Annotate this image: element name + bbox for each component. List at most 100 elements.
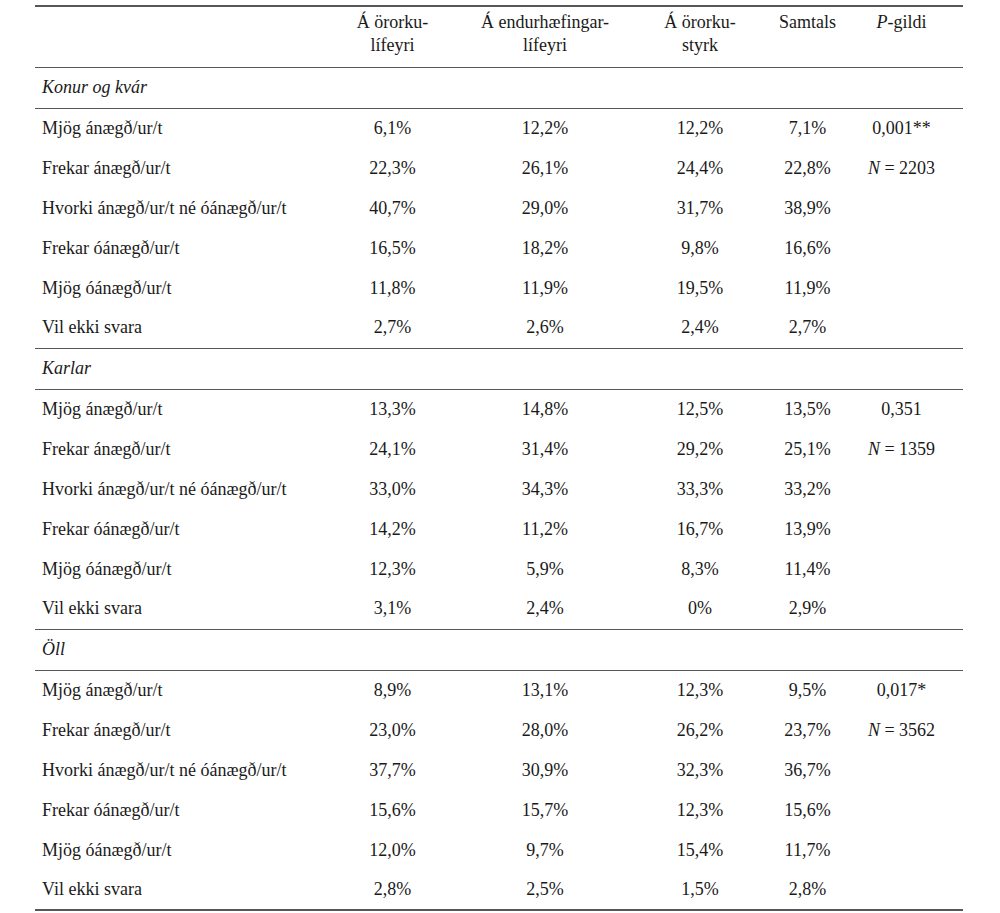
empty-stat-cell xyxy=(840,188,963,228)
value-cell: 38,9% xyxy=(775,188,840,228)
value-cell: 15,6% xyxy=(320,790,465,830)
value-cell: 26,2% xyxy=(625,710,775,750)
value-cell: 15,6% xyxy=(775,790,840,830)
value-cell: 2,7% xyxy=(775,308,840,348)
table-row: Mjög óánægð/ur/t12,0%9,7%15,4%11,7% xyxy=(35,830,963,870)
value-cell: 28,0% xyxy=(465,710,625,750)
value-cell: 12,3% xyxy=(320,549,465,589)
value-cell: 33,0% xyxy=(320,469,465,509)
value-cell: 11,9% xyxy=(775,268,840,308)
row-label: Frekar óánægð/ur/t xyxy=(35,228,320,268)
value-cell: 6,1% xyxy=(320,108,465,148)
n-rest: = 3562 xyxy=(880,720,935,740)
value-cell: 29,0% xyxy=(465,188,625,228)
value-cell: 22,8% xyxy=(775,148,840,188)
n-italic: N xyxy=(868,158,880,178)
value-cell: 33,2% xyxy=(775,469,840,509)
value-cell: 23,0% xyxy=(320,710,465,750)
empty-stat-cell xyxy=(840,509,963,549)
empty-stat-cell xyxy=(840,790,963,830)
section-header-row: Konur og kvár xyxy=(35,67,963,108)
row-label: Mjög ánægð/ur/t xyxy=(35,389,320,429)
table-row: Mjög ánægð/ur/t8,9%13,1%12,3%9,5%0,017* xyxy=(35,670,963,710)
value-cell: 18,2% xyxy=(465,228,625,268)
table-row: Frekar óánægð/ur/t14,2%11,2%16,7%13,9% xyxy=(35,509,963,549)
empty-stat-cell xyxy=(840,589,963,629)
value-cell: 31,4% xyxy=(465,429,625,469)
value-cell: 36,7% xyxy=(775,750,840,790)
empty-stat-cell xyxy=(840,870,963,910)
empty-stat-cell xyxy=(840,268,963,308)
row-label: Frekar óánægð/ur/t xyxy=(35,790,320,830)
p-value: 0,017* xyxy=(840,670,963,710)
value-cell: 2,4% xyxy=(625,308,775,348)
p-value: 0,351 xyxy=(840,389,963,429)
p-header-italic: P xyxy=(877,12,888,32)
value-cell: 19,5% xyxy=(625,268,775,308)
value-cell: 2,4% xyxy=(465,589,625,629)
column-header-samtals: Samtals xyxy=(775,6,840,67)
value-cell: 16,5% xyxy=(320,228,465,268)
value-cell: 15,4% xyxy=(625,830,775,870)
value-cell: 8,3% xyxy=(625,549,775,589)
value-cell: 29,2% xyxy=(625,429,775,469)
value-cell: 2,8% xyxy=(775,870,840,910)
table-row: Frekar ánægð/ur/t22,3%26,1%24,4%22,8%N =… xyxy=(35,148,963,188)
n-italic: N xyxy=(868,439,880,459)
empty-stat-cell xyxy=(840,750,963,790)
value-cell: 7,1% xyxy=(775,108,840,148)
value-cell: 25,1% xyxy=(775,429,840,469)
value-cell: 14,2% xyxy=(320,509,465,549)
empty-stat-cell xyxy=(840,549,963,589)
satisfaction-statistics-table: Á örorku- lífeyri Á endurhæfingar- lífey… xyxy=(35,5,963,911)
value-cell: 2,5% xyxy=(465,870,625,910)
empty-stat-cell xyxy=(840,469,963,509)
value-cell: 12,2% xyxy=(625,108,775,148)
row-label: Frekar ánægð/ur/t xyxy=(35,710,320,750)
value-cell: 34,3% xyxy=(465,469,625,509)
empty-stat-cell xyxy=(840,830,963,870)
value-cell: 2,8% xyxy=(320,870,465,910)
value-cell: 2,9% xyxy=(775,589,840,629)
empty-stat-cell xyxy=(840,228,963,268)
table-row: Hvorki ánægð/ur/t né óánægð/ur/t37,7%30,… xyxy=(35,750,963,790)
row-label: Vil ekki svara xyxy=(35,308,320,348)
row-label: Vil ekki svara xyxy=(35,870,320,910)
column-header-ororkustyrk: Á örorku- styrk xyxy=(625,6,775,67)
row-label: Frekar óánægð/ur/t xyxy=(35,509,320,549)
value-cell: 12,0% xyxy=(320,830,465,870)
value-cell: 9,5% xyxy=(775,670,840,710)
value-cell: 0% xyxy=(625,589,775,629)
value-cell: 11,7% xyxy=(775,830,840,870)
value-cell: 2,6% xyxy=(465,308,625,348)
value-cell: 31,7% xyxy=(625,188,775,228)
value-cell: 16,6% xyxy=(775,228,840,268)
table-row: Frekar óánægð/ur/t16,5%18,2%9,8%16,6% xyxy=(35,228,963,268)
table-row: Vil ekki svara2,8%2,5%1,5%2,8% xyxy=(35,870,963,910)
row-label-column-header xyxy=(35,6,320,67)
value-cell: 2,7% xyxy=(320,308,465,348)
value-cell: 12,3% xyxy=(625,670,775,710)
value-cell: 37,7% xyxy=(320,750,465,790)
table-row: Hvorki ánægð/ur/t né óánægð/ur/t40,7%29,… xyxy=(35,188,963,228)
row-label: Hvorki ánægð/ur/t né óánægð/ur/t xyxy=(35,188,320,228)
column-header-endurhaefingarlifeyri: Á endurhæfingar- lífeyri xyxy=(465,6,625,67)
value-cell: 22,3% xyxy=(320,148,465,188)
sample-size: N = 2203 xyxy=(840,148,963,188)
value-cell: 13,1% xyxy=(465,670,625,710)
section-title: Öll xyxy=(35,629,963,670)
section-header-row: Öll xyxy=(35,629,963,670)
value-cell: 12,3% xyxy=(625,790,775,830)
table-row: Vil ekki svara3,1%2,4%0%2,9% xyxy=(35,589,963,629)
p-value: 0,001** xyxy=(840,108,963,148)
section-title: Karlar xyxy=(35,348,963,389)
value-cell: 12,5% xyxy=(625,389,775,429)
value-cell: 9,8% xyxy=(625,228,775,268)
value-cell: 13,9% xyxy=(775,509,840,549)
value-cell: 11,8% xyxy=(320,268,465,308)
section-title: Konur og kvár xyxy=(35,67,963,108)
row-label: Hvorki ánægð/ur/t né óánægð/ur/t xyxy=(35,750,320,790)
n-rest: = 2203 xyxy=(880,158,935,178)
row-label: Mjög ánægð/ur/t xyxy=(35,108,320,148)
table-row: Mjög ánægð/ur/t13,3%14,8%12,5%13,5%0,351 xyxy=(35,389,963,429)
